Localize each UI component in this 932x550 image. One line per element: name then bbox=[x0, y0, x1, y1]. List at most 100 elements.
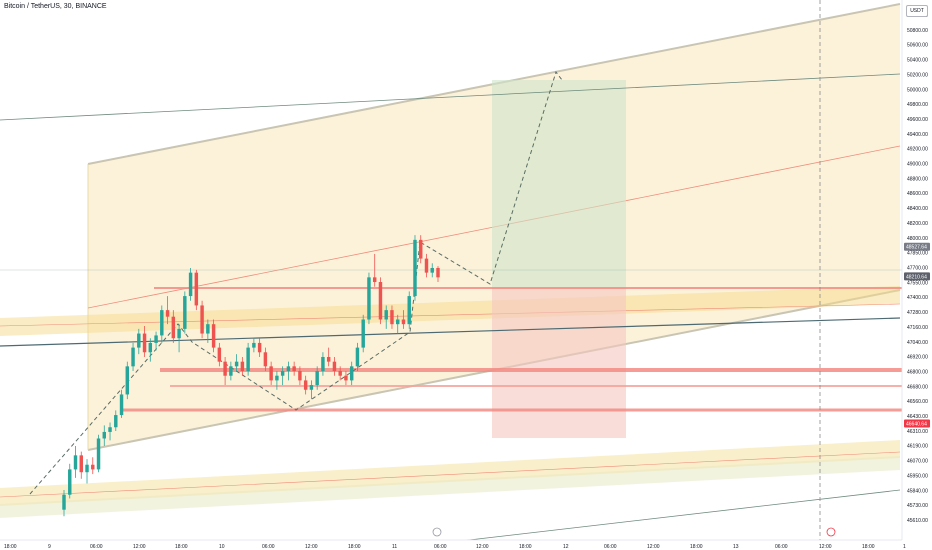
candle-body bbox=[361, 319, 365, 348]
price-tick-label: 48600.00 bbox=[907, 191, 928, 197]
time-tick-label: 18:00 bbox=[348, 544, 361, 550]
price-tick-label: 48200.00 bbox=[907, 221, 928, 227]
price-tick-label: 48400.00 bbox=[907, 206, 928, 212]
price-tick-label: 48800.00 bbox=[907, 176, 928, 182]
candle-body bbox=[430, 267, 434, 273]
price-tick-label: 47160.00 bbox=[907, 325, 928, 331]
time-tick-label: 06:00 bbox=[262, 544, 275, 550]
candle-body bbox=[257, 342, 262, 353]
candle-body bbox=[206, 324, 210, 334]
time-tick-label: 11 bbox=[392, 544, 397, 550]
price-tick-label: 45840.00 bbox=[907, 488, 928, 494]
candle-body bbox=[436, 267, 440, 278]
candle-body bbox=[137, 333, 141, 348]
long-loss-zone bbox=[492, 288, 626, 438]
candle-body bbox=[286, 366, 291, 372]
candle-body bbox=[424, 258, 429, 273]
candle-body bbox=[349, 366, 354, 381]
time-tick-label: 12:00 bbox=[819, 544, 832, 550]
price-tick-label: 49600.00 bbox=[907, 117, 928, 123]
price-tag bbox=[904, 242, 930, 251]
time-tick-label: 18:00 bbox=[690, 544, 703, 550]
candle-body bbox=[119, 394, 124, 416]
candle-body bbox=[234, 361, 239, 367]
candle-body bbox=[85, 464, 89, 473]
price-tag-label: 48527.64 bbox=[906, 245, 927, 251]
candle-body bbox=[154, 335, 158, 343]
candle-body bbox=[269, 366, 273, 381]
time-tick-label: 9 bbox=[48, 544, 51, 550]
price-tick-label: 50800.00 bbox=[907, 28, 928, 34]
candle-body bbox=[102, 431, 107, 439]
candle-body bbox=[384, 310, 388, 320]
candle-body bbox=[142, 333, 147, 353]
price-tick-label: 47550.00 bbox=[907, 280, 928, 286]
candle-body bbox=[298, 371, 302, 381]
candle-body bbox=[165, 310, 170, 317]
candle-body bbox=[321, 356, 325, 372]
candle-body bbox=[246, 347, 250, 372]
event-flag-icon bbox=[432, 527, 442, 537]
candle-body bbox=[372, 277, 377, 283]
candle-body bbox=[125, 366, 130, 395]
price-tick-label: 46560.00 bbox=[907, 399, 928, 405]
price-tag bbox=[904, 419, 930, 428]
candle-body bbox=[62, 494, 66, 510]
candle-body bbox=[395, 319, 400, 325]
low-band-1 bbox=[0, 440, 900, 506]
price-tick-label: 46680.00 bbox=[907, 384, 928, 390]
price-tick-label: 47040.00 bbox=[907, 340, 928, 346]
low-band-line bbox=[0, 451, 901, 498]
candle-body bbox=[223, 361, 227, 376]
price-tick-label: 45730.00 bbox=[907, 503, 928, 509]
candle-body bbox=[91, 464, 95, 470]
price-tag-label: 46640.64 bbox=[906, 421, 927, 427]
currency-button[interactable]: USDT bbox=[906, 5, 928, 17]
time-tick-label: 18:00 bbox=[4, 544, 17, 550]
price-tick-label: 46070.00 bbox=[907, 459, 928, 465]
time-tick-label: 12 bbox=[563, 544, 569, 550]
time-tick-label: 06:00 bbox=[775, 544, 788, 550]
price-tick-label: 47850.00 bbox=[907, 251, 928, 257]
price-tick-label: 46190.00 bbox=[907, 444, 928, 450]
time-tick-label: 12:00 bbox=[305, 544, 318, 550]
candle-body bbox=[108, 427, 112, 432]
price-tick-label: 49400.00 bbox=[907, 132, 928, 138]
price-tick-label: 47400.00 bbox=[907, 295, 928, 301]
time-tick-label: 12:00 bbox=[133, 544, 146, 550]
price-tick-label: 50200.00 bbox=[907, 72, 928, 78]
candle-body bbox=[303, 380, 308, 390]
price-tick-label: 47280.00 bbox=[907, 310, 928, 316]
candle-body bbox=[309, 385, 314, 390]
candle-body bbox=[344, 375, 348, 381]
candle-body bbox=[338, 371, 342, 376]
chart-title[interactable]: Bitcoin / TetherUS, 30, BINANCE bbox=[4, 3, 107, 10]
price-tag-label: 48210.64 bbox=[906, 274, 927, 280]
candle-body bbox=[407, 296, 411, 325]
price-tick-label: 46800.00 bbox=[907, 369, 928, 375]
candle-body bbox=[194, 272, 199, 306]
price-tick-label: 50400.00 bbox=[907, 58, 928, 64]
price-tick-label: 50600.00 bbox=[907, 43, 928, 49]
price-tick-label: 46430.00 bbox=[907, 414, 928, 420]
candle-body bbox=[79, 455, 83, 473]
candle-body bbox=[96, 438, 101, 470]
candle-body bbox=[326, 356, 331, 362]
candle-body bbox=[68, 469, 72, 495]
low-band-2 bbox=[0, 456, 900, 518]
time-tick-label: 12:00 bbox=[647, 544, 660, 550]
long-profit-zone bbox=[492, 80, 626, 288]
candle-body bbox=[211, 324, 216, 348]
candle-body bbox=[148, 342, 153, 353]
mid-band bbox=[0, 286, 900, 336]
time-tick-label: 1 bbox=[903, 544, 906, 550]
time-tick-label: 06:00 bbox=[604, 544, 617, 550]
candle-body bbox=[177, 328, 181, 339]
candle-body bbox=[200, 305, 204, 334]
candle-body bbox=[280, 371, 285, 376]
time-tick-label: 13 bbox=[733, 544, 739, 550]
price-tick-label: 50000.00 bbox=[907, 87, 928, 93]
time-tick-label: 18:00 bbox=[175, 544, 188, 550]
